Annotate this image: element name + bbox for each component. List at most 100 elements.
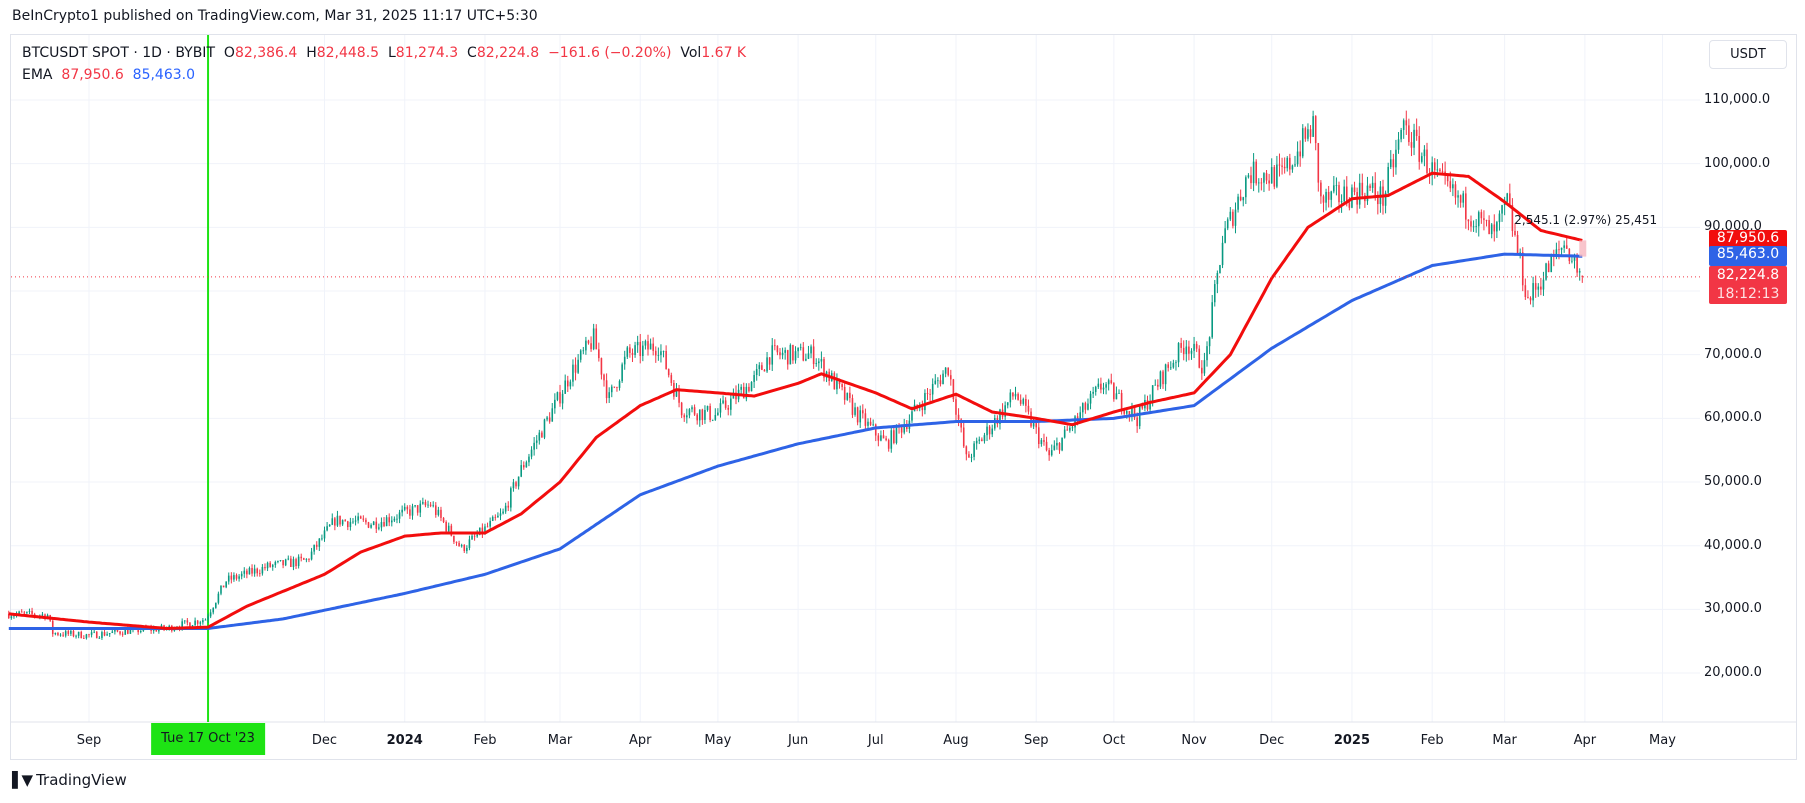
candles (7, 110, 1584, 640)
candle-body (323, 530, 326, 539)
candle-body (1224, 228, 1226, 243)
currency-button[interactable]: USDT (1709, 40, 1787, 69)
candle-body (592, 328, 595, 350)
candle-body (605, 380, 608, 399)
candle-body (779, 352, 781, 356)
candle-body (1446, 174, 1449, 182)
candle-body (525, 462, 528, 468)
candle-body (106, 634, 108, 636)
candle-body (484, 526, 486, 534)
candle-body (1056, 442, 1058, 446)
candle-body (753, 375, 755, 382)
grid (11, 35, 1797, 723)
candle-body (952, 379, 955, 400)
candle-body (1408, 125, 1410, 143)
candle-body (1053, 445, 1056, 451)
candle-body (437, 509, 440, 515)
candle-body (217, 593, 220, 603)
publication-info: BeInCrypto1 published on TradingView.com… (12, 8, 538, 24)
candle-body (222, 585, 225, 588)
candle-body (722, 400, 724, 404)
candle-body (1309, 129, 1312, 137)
candle-body (1089, 393, 1092, 404)
candle-body (1496, 222, 1498, 232)
candle-body (1540, 286, 1542, 290)
candle-body (1467, 219, 1470, 222)
candle-body (1058, 442, 1061, 451)
candle-body (797, 347, 799, 352)
candle-body (114, 629, 116, 632)
candle-body (657, 355, 660, 356)
candle-body (279, 560, 282, 562)
candle-body (1387, 166, 1389, 193)
candle-body (872, 424, 874, 426)
tradingview-logo[interactable]: ▌▼ TradingView (12, 771, 127, 789)
candle-body (900, 427, 903, 433)
candle-body (1273, 167, 1276, 187)
candle-body (1213, 284, 1216, 303)
candle-body (882, 435, 885, 439)
candle-body (548, 417, 551, 422)
candle-body (864, 413, 867, 426)
candle-body (1118, 392, 1120, 394)
candle-body (181, 621, 183, 629)
candle-body (83, 638, 85, 639)
price-tick-label: 20,000.0 (1704, 665, 1762, 681)
candle-body (807, 353, 810, 359)
candle-body (227, 575, 230, 582)
candle-body (1141, 405, 1144, 409)
candle-body (349, 521, 352, 528)
candle-body (918, 407, 921, 409)
candle-body (869, 421, 872, 425)
candle-body (1384, 192, 1387, 206)
symbol-title[interactable]: BTCUSDT SPOT · 1D · BYBIT (22, 45, 215, 61)
candle-body (1532, 283, 1534, 301)
ema-label[interactable]: EMA (22, 67, 53, 83)
candle-body (1035, 423, 1038, 428)
candle-body (1304, 128, 1307, 139)
candle-body (1291, 165, 1294, 170)
candle-body (929, 393, 931, 395)
candle-body (1115, 393, 1118, 400)
candle-body (1389, 159, 1392, 167)
candle-body (362, 518, 365, 520)
ema-slow-value: 85,463.0 (132, 67, 196, 83)
candle-body (10, 616, 13, 619)
candle-body (849, 392, 851, 399)
candle-body (763, 369, 766, 372)
last-price-value: 82,224.8 (1716, 266, 1780, 283)
candle-body (1019, 399, 1022, 404)
candle-body (1307, 129, 1309, 139)
candle-body (202, 620, 204, 623)
candle-body (636, 341, 639, 346)
candle-body (59, 634, 62, 636)
candle-body (1180, 343, 1182, 348)
candle-body (1433, 162, 1436, 171)
candle-body (582, 350, 585, 352)
candle-body (1069, 427, 1071, 431)
candle-body (90, 632, 93, 635)
candle-body (1431, 162, 1433, 176)
candle-body (1014, 393, 1017, 397)
candle-body (427, 504, 429, 506)
candle-body (1136, 417, 1138, 427)
candle-body (1198, 348, 1201, 368)
candle-body (432, 505, 435, 507)
candle-body (962, 427, 965, 447)
time-tick-label: Mar (1492, 733, 1517, 748)
time-tick-label: Sep (76, 733, 102, 748)
candle-body (88, 634, 90, 636)
candle-body (890, 430, 893, 449)
candle-body (706, 406, 709, 411)
candle-body (1465, 193, 1467, 220)
candle-body (139, 630, 142, 633)
candle-body (1084, 403, 1087, 410)
candle-body (1219, 265, 1221, 274)
candle-body (1061, 437, 1063, 451)
candle-body (598, 349, 600, 359)
candle-body (1063, 429, 1066, 438)
candle-body (906, 425, 908, 430)
candle-body (1418, 136, 1421, 162)
candle-body (556, 392, 559, 400)
